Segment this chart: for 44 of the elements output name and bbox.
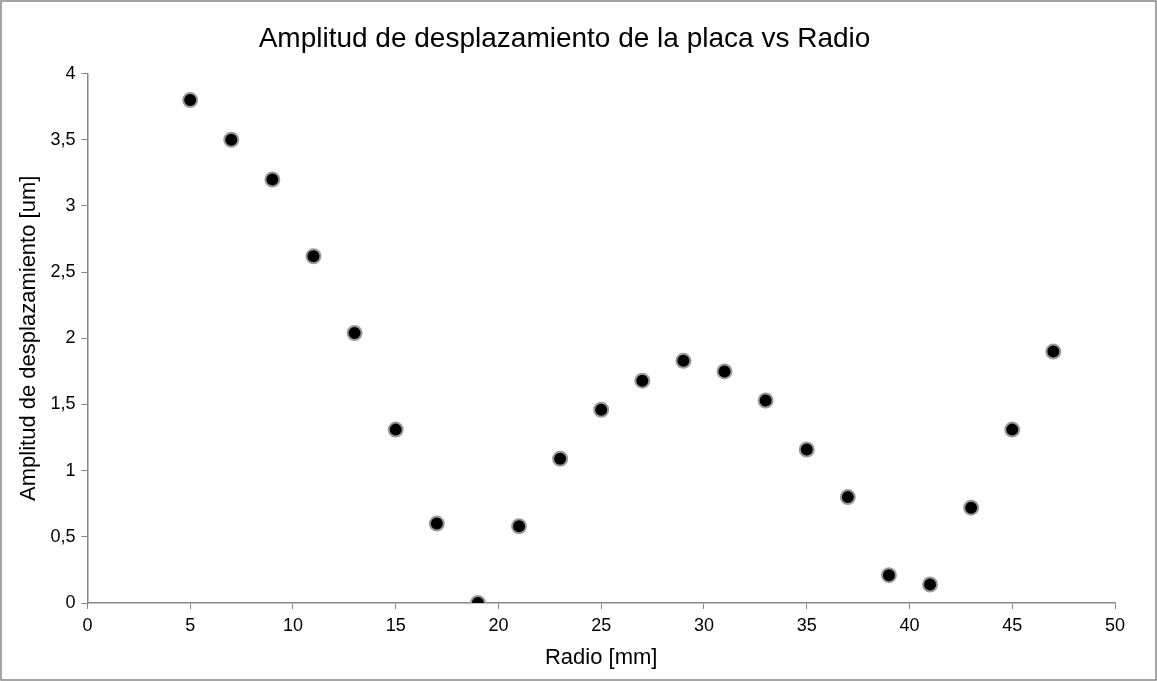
point <box>346 325 363 342</box>
y-tick-label: 2 <box>65 327 76 348</box>
y-tick-label: 1,5 <box>50 393 76 414</box>
x-tick-label: 5 <box>185 614 196 635</box>
point <box>963 499 980 516</box>
y-axis-title: Amplitud de desplazamiento [um] <box>15 175 41 501</box>
point <box>552 450 569 467</box>
point <box>1045 343 1062 360</box>
x-tick-label: 0 <box>82 614 93 635</box>
y-tick-label: 3 <box>65 194 76 215</box>
point <box>264 171 281 188</box>
point <box>798 441 815 458</box>
point <box>839 489 856 506</box>
chart-title: Amplitud de desplazamiento de la placa vs Radio <box>258 21 871 53</box>
y-tick-label: 2,5 <box>50 261 76 282</box>
y-tick-label: 0,5 <box>50 525 76 546</box>
x-tick-label: 20 <box>488 614 509 635</box>
point <box>880 567 897 584</box>
y-tick-label: 4 <box>65 62 76 83</box>
x-tick-label: 15 <box>385 614 406 635</box>
point <box>634 372 651 389</box>
point <box>675 352 692 369</box>
x-tick-label: 45 <box>1002 614 1023 635</box>
point <box>716 363 733 380</box>
x-tick-label: 50 <box>1104 614 1126 635</box>
point <box>1004 421 1021 438</box>
point <box>223 131 240 148</box>
point <box>305 248 322 265</box>
x-tick-label: 40 <box>899 614 920 635</box>
y-tick-label: 1 <box>65 459 76 480</box>
point <box>757 392 774 409</box>
point <box>182 92 199 109</box>
point <box>428 515 445 532</box>
point <box>922 576 939 593</box>
y-tick-label: 0 <box>65 591 76 612</box>
y-tick-label: 3,5 <box>50 128 76 149</box>
point <box>593 401 610 418</box>
x-tick-label: 30 <box>693 614 714 635</box>
point <box>511 518 528 535</box>
x-axis-title: Radio [mm] <box>544 643 658 669</box>
x-tick-label: 25 <box>591 614 612 635</box>
point <box>387 421 404 438</box>
x-tick-label: 10 <box>282 614 303 635</box>
x-tick-label: 35 <box>796 614 817 635</box>
